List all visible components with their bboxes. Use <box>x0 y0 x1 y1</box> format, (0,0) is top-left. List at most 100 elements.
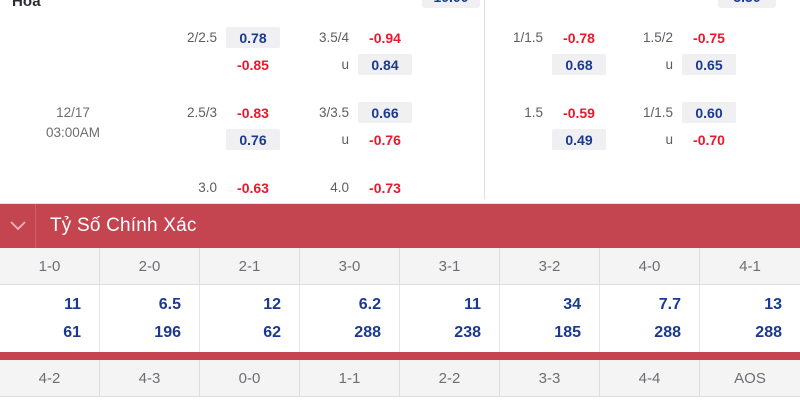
score-odds-cell[interactable]: 11 238 <box>400 285 500 353</box>
score-odds-primary: 11 <box>64 296 81 313</box>
score-grid-value-row: 11 61 6.5 196 12 62 6.2 288 11 238 34 18… <box>0 285 800 353</box>
score-header-cell: 3-3 <box>500 360 600 396</box>
score-odds-primary: 13 <box>764 296 782 313</box>
odds-value[interactable]: -0.73 <box>369 179 401 196</box>
odds-row: u 0.65 <box>626 51 736 78</box>
odds-row: 1/1.5 -0.78 <box>496 24 606 51</box>
odds-value[interactable]: -0.85 <box>237 56 269 73</box>
correct-score-section-header[interactable]: Tỷ Số Chính Xác <box>0 204 800 248</box>
odds-row: -0.85 <box>170 51 280 78</box>
odds-row: 0.49 <box>496 126 606 153</box>
match-datetime: 12/17 03:00AM <box>18 103 128 143</box>
under-label: u <box>341 132 349 147</box>
score-odds-secondary: 61 <box>63 324 81 341</box>
score-odds-secondary: 62 <box>263 324 281 341</box>
score-odds-primary: 11 <box>464 296 481 313</box>
score-odds-primary: 6.2 <box>358 296 381 313</box>
score-header-cell: 3-1 <box>400 248 500 284</box>
section-separator-bar <box>0 352 800 360</box>
score-odds-secondary: 288 <box>755 324 782 341</box>
score-odds-cell[interactable]: 34 185 <box>500 285 600 353</box>
draw-label: Hòa <box>12 0 41 10</box>
score-odds-primary: 7.7 <box>658 296 681 313</box>
odds-badge-partial-right[interactable]: 5.50 <box>718 0 776 8</box>
score-header-cell: 2-0 <box>100 248 200 284</box>
odds-value[interactable]: 0.78 <box>226 27 280 48</box>
row-gap <box>302 153 412 174</box>
odds-row: 1.5/2 -0.75 <box>626 24 736 51</box>
chevron-down-icon <box>10 221 25 231</box>
odds-row: 4.0 -0.73 <box>302 174 412 201</box>
score-odds-secondary: 288 <box>654 324 681 341</box>
score-odds-cell[interactable]: 6.2 288 <box>300 285 400 353</box>
odds-value[interactable]: -0.83 <box>237 104 269 121</box>
score-grid-block-2: 4-2 4-3 0-0 1-1 2-2 3-3 4-4 AOS <box>0 360 800 397</box>
odds-panel: Hòa 10.00 5.50 12/17 03:00AM 2/2.5 0.78 … <box>0 0 800 204</box>
score-odds-primary: 6.5 <box>158 296 181 313</box>
score-header-cell: 4-4 <box>600 360 700 396</box>
score-odds-cell[interactable]: 12 62 <box>200 285 300 353</box>
score-odds-secondary: 185 <box>554 324 581 341</box>
odds-row: u -0.70 <box>626 126 736 153</box>
handicap-label: 3.0 <box>198 180 217 195</box>
score-grid-header-row: 4-2 4-3 0-0 1-1 2-2 3-3 4-4 AOS <box>0 360 800 397</box>
score-odds-primary: 12 <box>263 296 281 313</box>
score-odds-secondary: 238 <box>454 324 481 341</box>
odds-value[interactable]: -0.59 <box>563 104 595 121</box>
score-header-cell: 1-1 <box>300 360 400 396</box>
score-grid-header-row: 1-0 2-0 2-1 3-0 3-1 3-2 4-0 4-1 <box>0 248 800 285</box>
odds-row: u 0.84 <box>302 51 412 78</box>
row-gap <box>302 78 412 99</box>
handicap-column-2: 1/1.5 -0.78 0.68 1.5 -0.59 0.49 <box>496 24 606 153</box>
odds-value[interactable]: -0.70 <box>693 131 725 148</box>
column-divider <box>484 0 485 199</box>
odds-badge-partial-left[interactable]: 10.00 <box>422 0 480 8</box>
score-odds-cell[interactable]: 6.5 196 <box>100 285 200 353</box>
odds-value[interactable]: 0.84 <box>358 54 412 75</box>
odds-row: 3.0 -0.63 <box>170 174 280 201</box>
handicap-label: 2.5/3 <box>186 105 217 120</box>
score-header-cell: 4-3 <box>100 360 200 396</box>
odds-value[interactable]: -0.78 <box>563 29 595 46</box>
odds-row: 1.5 -0.59 <box>496 99 606 126</box>
row-gap <box>170 153 280 174</box>
handicap-label: 3.5/4 <box>318 30 349 45</box>
row-gap <box>626 78 736 99</box>
handicap-label: 1/1.5 <box>642 105 673 120</box>
handicap-label: 1.5/2 <box>642 30 673 45</box>
odds-value[interactable]: -0.76 <box>369 131 401 148</box>
match-date: 12/17 <box>56 105 90 120</box>
score-odds-cell[interactable]: 13 288 <box>700 285 800 353</box>
odds-value[interactable]: 0.68 <box>552 54 606 75</box>
score-header-cell: 2-1 <box>200 248 300 284</box>
odds-value[interactable]: 0.66 <box>358 102 412 123</box>
odds-row: 2/2.5 0.78 <box>170 24 280 51</box>
handicap-label: 4.0 <box>330 180 349 195</box>
score-odds-cell[interactable]: 7.7 288 <box>600 285 700 353</box>
odds-value[interactable]: -0.63 <box>237 179 269 196</box>
odds-row: u -0.76 <box>302 126 412 153</box>
section-collapse-toggle[interactable] <box>0 204 36 248</box>
score-header-cell: 4-0 <box>600 248 700 284</box>
odds-row: 3.5/4 -0.94 <box>302 24 412 51</box>
odds-value[interactable]: 0.49 <box>552 129 606 150</box>
score-header-cell: 4-1 <box>739 257 761 275</box>
score-odds-cell[interactable]: 11 61 <box>0 285 100 353</box>
odds-value[interactable]: -0.94 <box>369 29 401 46</box>
score-odds-primary: 34 <box>563 296 581 313</box>
score-header-cell: 0-0 <box>200 360 300 396</box>
handicap-label: 1.5 <box>524 105 543 120</box>
odds-value[interactable]: -0.75 <box>693 29 725 46</box>
match-time: 03:00AM <box>45 125 101 140</box>
score-header-cell: 3-2 <box>500 248 600 284</box>
odds-value[interactable]: 0.65 <box>682 54 736 75</box>
handicap-label: 3/3.5 <box>318 105 349 120</box>
score-header-cell: 4-2 <box>0 360 100 396</box>
score-header-cell: 3-0 <box>300 248 400 284</box>
score-header-cell: 2-2 <box>400 360 500 396</box>
odds-value[interactable]: 0.60 <box>682 102 736 123</box>
odds-value[interactable]: 0.76 <box>226 129 280 150</box>
odds-row: 2.5/3 -0.83 <box>170 99 280 126</box>
under-label: u <box>341 57 349 72</box>
